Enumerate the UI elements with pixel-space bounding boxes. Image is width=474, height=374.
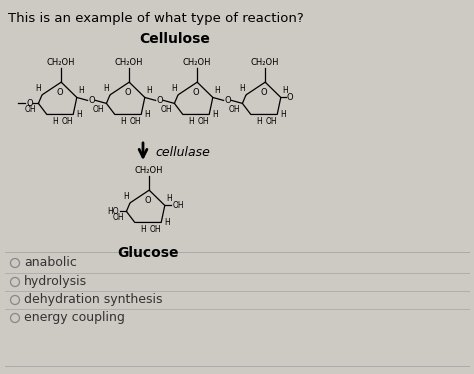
Text: O: O [26, 99, 33, 108]
Text: H: H [76, 110, 82, 119]
Text: O: O [261, 88, 267, 97]
Text: H: H [214, 86, 219, 95]
Text: H: H [166, 194, 172, 203]
Text: H: H [52, 117, 58, 126]
Text: H: H [35, 84, 41, 93]
Text: OH: OH [161, 105, 173, 114]
Text: O: O [193, 88, 199, 97]
Text: OH: OH [130, 117, 142, 126]
Text: O: O [286, 93, 293, 102]
Text: CH₂OH: CH₂OH [251, 58, 280, 67]
Text: OH: OH [266, 117, 278, 126]
Text: Cellulose: Cellulose [139, 32, 210, 46]
Text: H: H [239, 84, 245, 93]
Text: O: O [57, 88, 64, 97]
Text: Glucose: Glucose [117, 246, 179, 260]
Text: anabolic: anabolic [24, 257, 77, 270]
Text: H: H [140, 226, 146, 234]
Text: H: H [103, 84, 109, 93]
Text: OH: OH [113, 214, 124, 223]
Text: O: O [125, 88, 131, 97]
Text: OH: OH [62, 117, 73, 126]
Text: OH: OH [93, 105, 104, 114]
Text: hydrolysis: hydrolysis [24, 276, 87, 288]
Text: H: H [212, 110, 218, 119]
Text: cellulase: cellulase [155, 145, 210, 159]
Text: dehydration synthesis: dehydration synthesis [24, 294, 163, 307]
Text: OH: OH [198, 117, 210, 126]
Text: OH: OH [229, 105, 240, 114]
Text: OH: OH [173, 201, 184, 210]
Text: H: H [78, 86, 83, 95]
Text: O: O [224, 96, 231, 105]
Text: H: H [120, 117, 126, 126]
Text: H: H [282, 86, 288, 95]
Text: CH₂OH: CH₂OH [135, 166, 164, 175]
Text: This is an example of what type of reaction?: This is an example of what type of react… [8, 12, 304, 25]
Text: OH: OH [150, 226, 162, 234]
Text: H: H [188, 117, 194, 126]
Text: H: H [123, 192, 129, 201]
Text: CH₂OH: CH₂OH [47, 58, 75, 67]
Text: H: H [171, 84, 177, 93]
Text: energy coupling: energy coupling [24, 312, 125, 325]
Text: CH₂OH: CH₂OH [115, 58, 144, 67]
Text: H: H [256, 117, 262, 126]
Text: H: H [144, 110, 150, 119]
Text: HO: HO [107, 207, 118, 216]
Text: H: H [146, 86, 152, 95]
Text: H: H [280, 110, 286, 119]
Text: O: O [145, 196, 151, 205]
Text: OH: OH [25, 105, 36, 114]
Text: O: O [156, 96, 163, 105]
Text: O: O [88, 96, 95, 105]
Text: H: H [164, 218, 170, 227]
Text: CH₂OH: CH₂OH [183, 58, 211, 67]
